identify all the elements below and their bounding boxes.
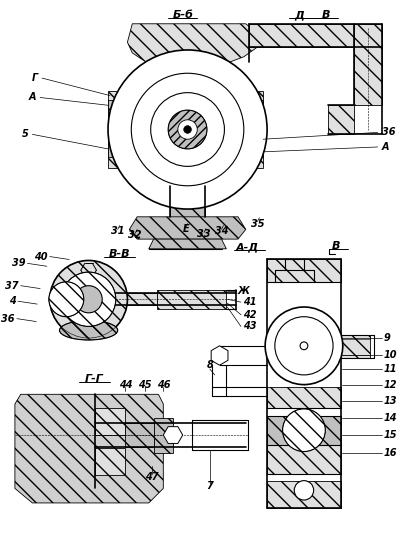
Text: 42: 42 xyxy=(243,310,256,320)
Text: 45: 45 xyxy=(138,379,152,389)
Text: Г-Г: Г-Г xyxy=(85,374,104,384)
Text: Ж: Ж xyxy=(238,287,250,296)
Text: 12: 12 xyxy=(384,379,397,389)
Circle shape xyxy=(50,261,127,338)
Bar xyxy=(246,101,263,157)
Circle shape xyxy=(49,282,84,317)
Text: 43: 43 xyxy=(243,321,256,332)
Text: А-Д: А-Д xyxy=(236,242,259,252)
Text: В-В: В-В xyxy=(109,249,131,258)
Text: 15: 15 xyxy=(384,430,397,440)
Text: 36: 36 xyxy=(2,314,15,323)
Polygon shape xyxy=(127,24,260,67)
Text: 41: 41 xyxy=(243,297,256,307)
Text: 34: 34 xyxy=(215,227,228,236)
Circle shape xyxy=(151,92,224,166)
Circle shape xyxy=(294,481,314,500)
Circle shape xyxy=(300,342,308,350)
Text: 44: 44 xyxy=(119,379,132,389)
Bar xyxy=(108,91,135,168)
Text: 14: 14 xyxy=(384,412,397,422)
Polygon shape xyxy=(163,427,183,443)
Text: 35: 35 xyxy=(251,218,264,229)
Bar xyxy=(236,91,263,168)
Bar xyxy=(341,335,370,359)
Text: В: В xyxy=(322,10,331,20)
Text: 7: 7 xyxy=(206,481,213,492)
Polygon shape xyxy=(129,217,246,239)
Text: 32: 32 xyxy=(129,230,142,240)
Text: 8: 8 xyxy=(206,360,213,370)
Circle shape xyxy=(62,272,116,326)
Text: Е: Е xyxy=(182,224,189,234)
Text: 46: 46 xyxy=(156,379,170,389)
Text: 13: 13 xyxy=(384,396,397,406)
Polygon shape xyxy=(149,239,226,249)
Text: В: В xyxy=(332,241,340,251)
Bar xyxy=(328,105,355,134)
Bar xyxy=(154,417,173,453)
Text: 47: 47 xyxy=(145,472,158,482)
Text: 33: 33 xyxy=(197,229,211,239)
Text: А: А xyxy=(29,92,36,102)
Bar xyxy=(108,101,125,157)
Text: А: А xyxy=(382,142,389,152)
Ellipse shape xyxy=(60,321,118,340)
Text: 11: 11 xyxy=(384,364,397,374)
Text: 10: 10 xyxy=(384,350,397,360)
Text: Б-б: Б-б xyxy=(172,10,193,20)
Polygon shape xyxy=(15,394,163,503)
Text: 16: 16 xyxy=(384,448,397,458)
Bar xyxy=(95,448,125,475)
Circle shape xyxy=(168,110,207,149)
Text: 31: 31 xyxy=(111,227,125,236)
Text: Д: Д xyxy=(294,10,304,20)
Bar xyxy=(125,424,154,447)
Circle shape xyxy=(75,285,102,313)
Text: 36: 36 xyxy=(382,128,395,138)
Circle shape xyxy=(131,73,244,186)
Text: 37: 37 xyxy=(5,280,19,290)
Circle shape xyxy=(184,125,191,134)
Bar xyxy=(95,408,125,435)
Polygon shape xyxy=(211,346,228,365)
Circle shape xyxy=(178,120,197,139)
Circle shape xyxy=(108,50,267,209)
Text: 9: 9 xyxy=(384,333,390,343)
Circle shape xyxy=(275,317,333,375)
Text: 39: 39 xyxy=(12,258,25,268)
Bar xyxy=(156,289,226,309)
Bar xyxy=(267,445,341,474)
Bar xyxy=(267,258,341,282)
Circle shape xyxy=(283,409,325,452)
Bar xyxy=(249,24,382,47)
Bar xyxy=(267,387,341,408)
Circle shape xyxy=(265,307,343,384)
Text: 5: 5 xyxy=(22,129,29,139)
Bar xyxy=(267,416,341,445)
Bar xyxy=(127,294,156,305)
Text: 40: 40 xyxy=(35,251,48,262)
Text: 4: 4 xyxy=(9,296,16,306)
Bar xyxy=(267,481,341,508)
Bar xyxy=(170,186,205,217)
Text: Г: Г xyxy=(32,73,38,83)
Bar xyxy=(355,24,382,105)
